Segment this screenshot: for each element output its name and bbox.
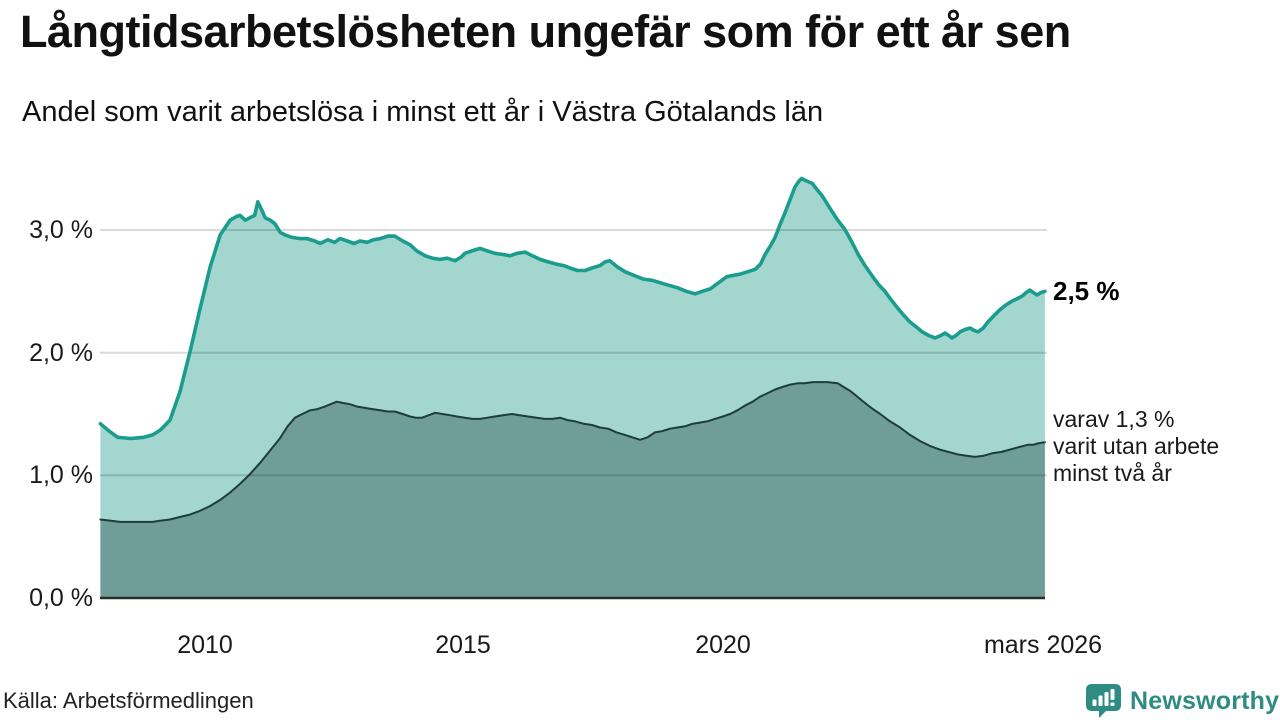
two-year-annotation-line-3: minst två år bbox=[1053, 460, 1172, 486]
page-subtitle: Andel som varit arbetslösa i minst ett å… bbox=[22, 96, 824, 128]
y-tick-0: 0,0 % bbox=[29, 584, 93, 612]
page-title: Långtidsarbetslösheten ungefär som för e… bbox=[20, 6, 1071, 57]
y-tick-3: 3,0 % bbox=[29, 216, 93, 244]
total-line bbox=[98, 176, 1047, 441]
total-value-annotation: 2,5 % bbox=[1053, 276, 1120, 306]
x-tick-2020: 2020 bbox=[695, 631, 751, 659]
two-year-line bbox=[99, 381, 1046, 523]
exclamation-dot bbox=[1110, 702, 1115, 706]
exclamation-bar bbox=[1110, 689, 1115, 700]
newsworthy-wordmark: Newsworthy bbox=[1130, 686, 1280, 715]
bar-chart-glyph bbox=[1092, 689, 1115, 706]
two-year-annotation-line-1: varav 1,3 % bbox=[1053, 406, 1175, 432]
x-tick-2015: 2015 bbox=[435, 631, 491, 659]
two-year-area bbox=[100, 382, 1045, 598]
newsworthy-bubble-chart-icon bbox=[1086, 684, 1121, 718]
x-tick-2010: 2010 bbox=[177, 631, 233, 659]
two-year-annotation-line-2: varit utan arbete bbox=[1053, 433, 1220, 459]
source-note: Källa: Arbetsförmedlingen bbox=[3, 688, 254, 713]
x-tick-mars-2026: mars 2026 bbox=[983, 631, 1103, 659]
two-year-annotation: varav 1,3 % varit utan arbete minst två … bbox=[1053, 406, 1219, 487]
y-tick-1: 1,0 % bbox=[29, 461, 93, 489]
newsworthy-logo[interactable]: Newsworthy bbox=[1086, 684, 1279, 718]
gridlines bbox=[100, 229, 1047, 477]
y-tick-2: 2,0 % bbox=[29, 339, 93, 367]
